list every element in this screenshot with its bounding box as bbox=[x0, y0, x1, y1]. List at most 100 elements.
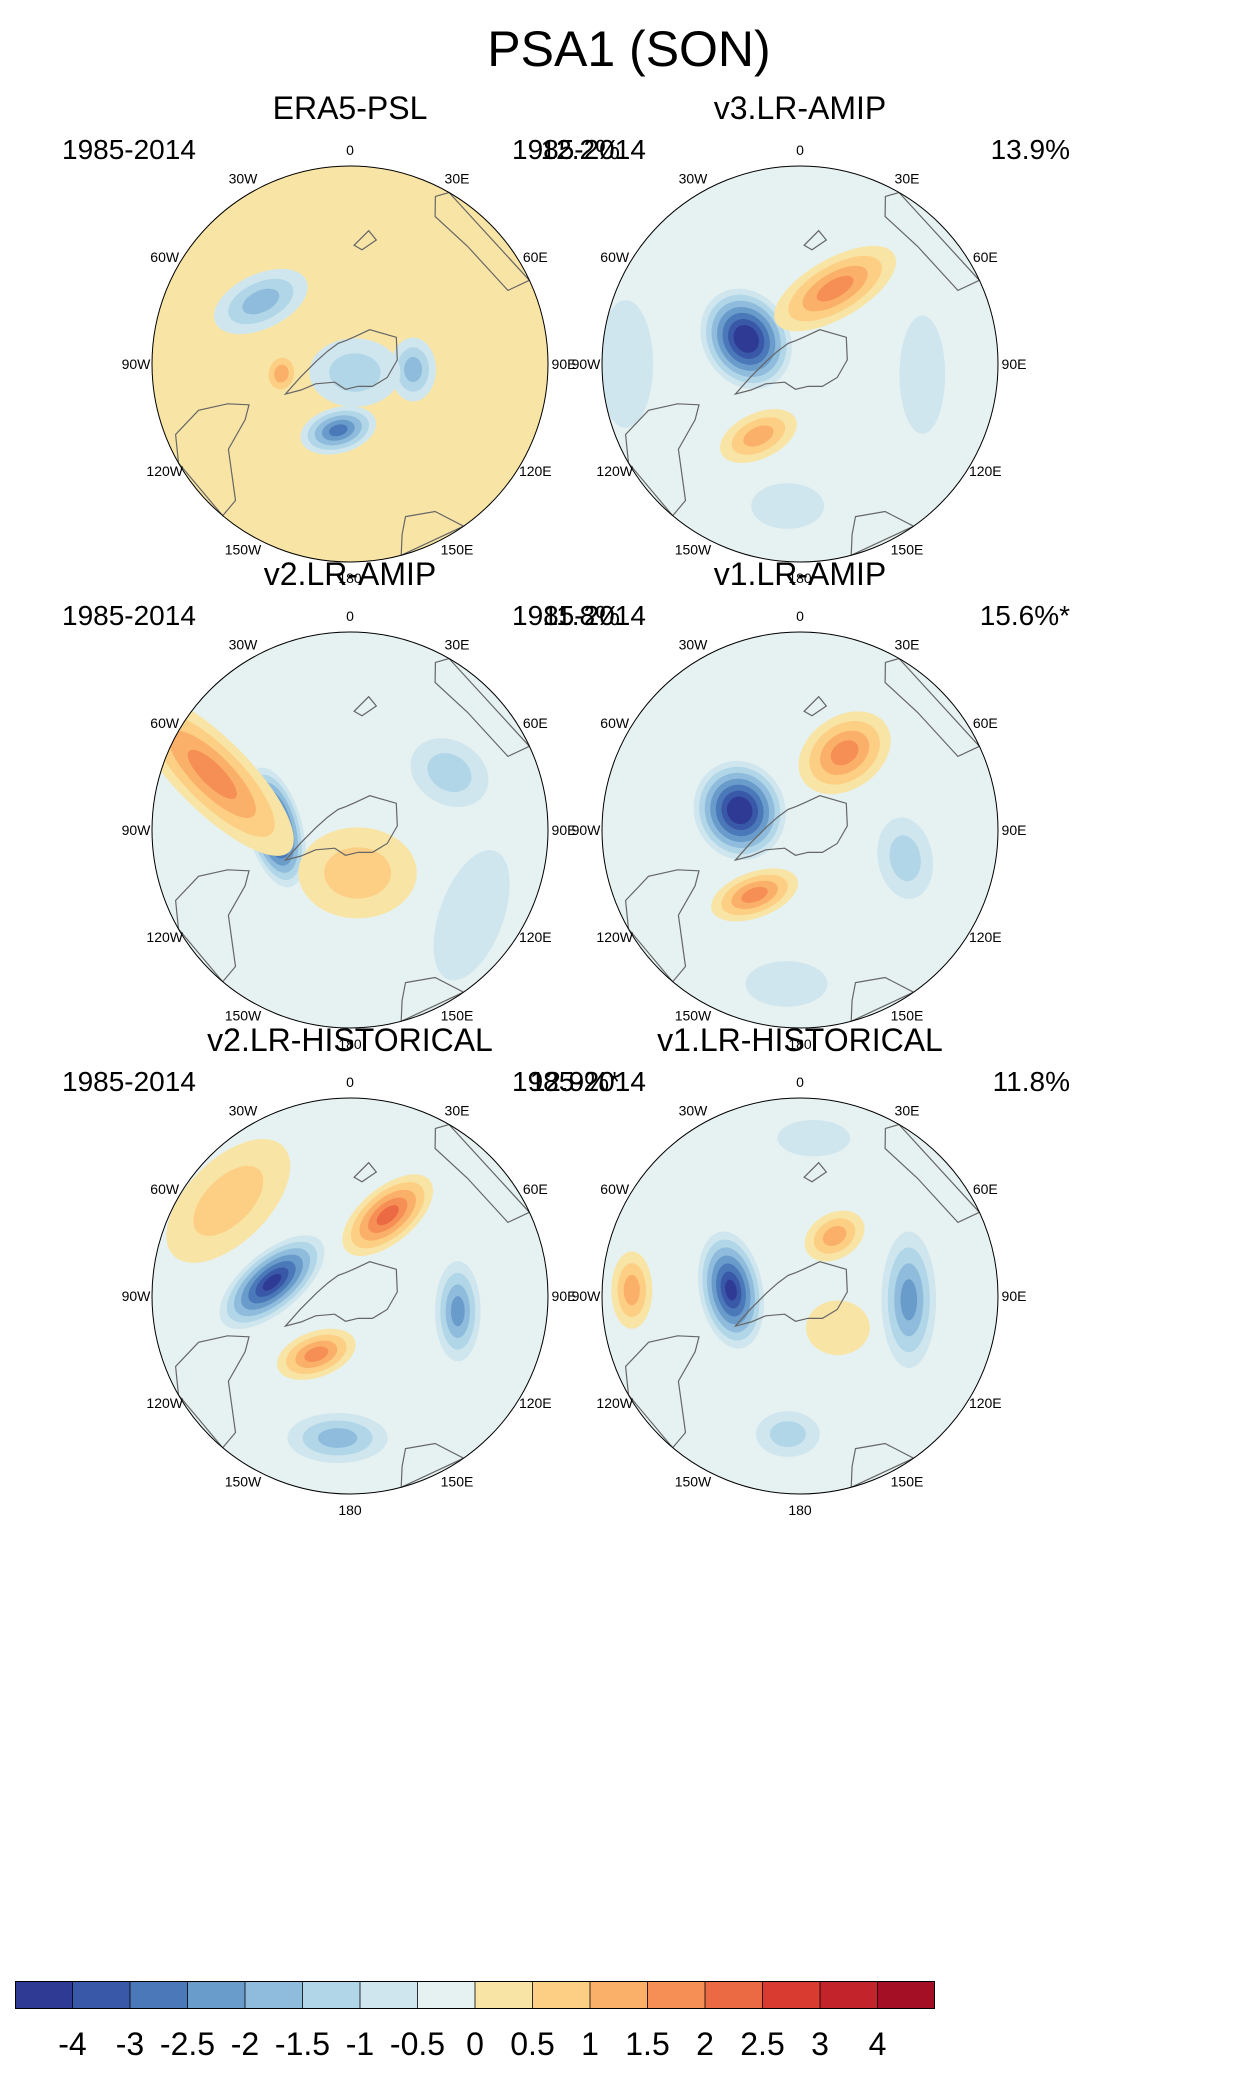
longitude-label: 60W bbox=[150, 715, 180, 731]
panel-era5-psl: 0 30E 60E 90E 120E 150E 180 150W 120W 90W 60W 30W ER… bbox=[50, 90, 650, 710]
longitude-label: 150E bbox=[441, 541, 474, 557]
longitude-label: 0 bbox=[796, 142, 804, 158]
africa-coastline bbox=[400, 976, 465, 1023]
contour-level bbox=[806, 1300, 870, 1356]
colorbar-tick-label: -1 bbox=[345, 2026, 375, 2062]
longitude-label: 30W bbox=[679, 637, 709, 653]
longitude-label: 120E bbox=[519, 929, 552, 945]
longitude-label: 120E bbox=[969, 463, 1002, 479]
longitude-label: 90E bbox=[552, 356, 577, 372]
polar-map: 0 30E 60E 90E 120E 150E 180 150W 120W 90W 60W 30W bbox=[122, 608, 577, 1052]
contour-level bbox=[242, 288, 280, 315]
longitude-label: 90W bbox=[572, 822, 602, 838]
colorbar-swatch bbox=[877, 1981, 935, 2009]
south-america-coastline bbox=[174, 1335, 250, 1449]
contour-level bbox=[745, 961, 828, 1007]
contour-level bbox=[777, 1120, 851, 1157]
new-zealand-coastline bbox=[803, 229, 828, 251]
map-border bbox=[601, 165, 999, 563]
contour-level bbox=[433, 850, 510, 981]
longitude-label: 30W bbox=[679, 171, 709, 187]
longitude-label: 60E bbox=[523, 249, 548, 265]
contour-level bbox=[725, 1279, 737, 1301]
variance-label: 15.6%* bbox=[979, 600, 1070, 631]
panel-title: v3.LR-AMIP bbox=[713, 90, 887, 126]
period-label: 1985-2014 bbox=[512, 134, 646, 165]
colorbar-swatch bbox=[532, 1981, 591, 2009]
longitude-label: 60W bbox=[600, 1181, 630, 1197]
period-label: 1985-2014 bbox=[62, 600, 196, 631]
south-america-coastline bbox=[624, 403, 700, 517]
colorbar-swatch bbox=[15, 1981, 73, 2009]
africa-coastline bbox=[400, 510, 465, 557]
panel-title: v1.LR-HISTORICAL bbox=[657, 1022, 943, 1058]
period-label: 1985-2014 bbox=[62, 1066, 196, 1097]
period-label: 1985-2014 bbox=[62, 134, 196, 165]
longitude-label: 0 bbox=[346, 1074, 354, 1090]
longitude-label: 30E bbox=[445, 171, 470, 187]
colorbar-swatch bbox=[245, 1981, 303, 2009]
contour-level bbox=[743, 425, 774, 447]
map-background bbox=[602, 632, 998, 1028]
polar-map: 0 30E 60E 90E 120E 150E 180 150W 120W 90W 60W 30W bbox=[122, 142, 577, 586]
polar-map: 0 30E 60E 90E 120E 150E 180 150W 120W 90W 60W 30W bbox=[572, 1074, 1027, 1518]
map-border bbox=[151, 631, 549, 1029]
colorbar-tick-label: -2.5 bbox=[159, 2026, 216, 2062]
south-america-coastline bbox=[624, 869, 700, 983]
longitude-label: 150E bbox=[891, 541, 924, 557]
map-background bbox=[602, 166, 998, 562]
longitude-label: 180 bbox=[338, 1036, 362, 1052]
colorbar-tick-label: 2.5 bbox=[740, 2026, 785, 2062]
longitude-label: 90W bbox=[572, 356, 602, 372]
colorbar-tick-label: -3 bbox=[115, 2026, 145, 2062]
map-background bbox=[602, 1098, 998, 1494]
colorbar-swatch bbox=[647, 1981, 706, 2009]
antarctica-coastline bbox=[733, 1261, 848, 1328]
contour-level bbox=[816, 275, 854, 302]
contour-level bbox=[317, 1428, 358, 1448]
longitude-label: 30W bbox=[229, 171, 259, 187]
colorbar-swatch bbox=[417, 1981, 476, 2009]
new-zealand-coastline bbox=[353, 229, 378, 251]
longitude-label: 120E bbox=[519, 1395, 552, 1411]
colorbar-swatch bbox=[72, 1981, 131, 2009]
longitude-label: 150W bbox=[675, 541, 712, 557]
contour-level bbox=[274, 364, 289, 383]
contour-level bbox=[889, 835, 921, 882]
longitude-label: 150W bbox=[225, 541, 262, 557]
contour-level bbox=[741, 886, 768, 903]
period-label: 1985-2014 bbox=[512, 600, 646, 631]
colorbar-tick-label: -4 bbox=[58, 2026, 87, 2062]
panel-v2-lr-historical: 0 30E 60E 90E 120E 150E 180 150W 120W 90W 60W 30W v2… bbox=[50, 1022, 650, 1642]
contour-level bbox=[751, 483, 824, 529]
new-zealand-coastline bbox=[353, 1161, 378, 1183]
longitude-label: 120W bbox=[596, 929, 633, 945]
contour-level bbox=[899, 315, 946, 434]
contour-level bbox=[403, 433, 437, 461]
variance-label: 12.9%* bbox=[529, 1066, 620, 1097]
colorbar-tick-label: 1 bbox=[581, 2026, 599, 2062]
colorbar-swatch bbox=[820, 1981, 878, 2009]
longitude-label: 150W bbox=[675, 1007, 712, 1023]
colorbar-swatch bbox=[705, 1981, 763, 2009]
longitude-label: 60E bbox=[973, 715, 998, 731]
longitude-label: 60W bbox=[150, 249, 180, 265]
longitude-label: 90W bbox=[122, 822, 152, 838]
period-label: 1985-2014 bbox=[512, 1066, 646, 1097]
colorbar-tick-label: -2 bbox=[230, 2026, 260, 2062]
new-zealand-coastline bbox=[803, 695, 828, 717]
longitude-label: 30W bbox=[679, 1103, 709, 1119]
colorbar-swatch bbox=[187, 1981, 246, 2009]
contour-level bbox=[830, 740, 859, 766]
contour-level bbox=[304, 1346, 329, 1363]
longitude-label: 60W bbox=[150, 1181, 180, 1197]
africa-coastline bbox=[850, 510, 915, 557]
contour-level bbox=[329, 424, 348, 437]
longitude-label: 0 bbox=[346, 142, 354, 158]
longitude-label: 150W bbox=[675, 1473, 712, 1489]
longitude-label: 120W bbox=[146, 929, 183, 945]
longitude-label: 120E bbox=[969, 1395, 1002, 1411]
colorbar-tick-label: 0 bbox=[466, 2026, 484, 2062]
africa-coastline bbox=[850, 976, 915, 1023]
figure-title: PSA1 (SON) bbox=[487, 21, 771, 77]
